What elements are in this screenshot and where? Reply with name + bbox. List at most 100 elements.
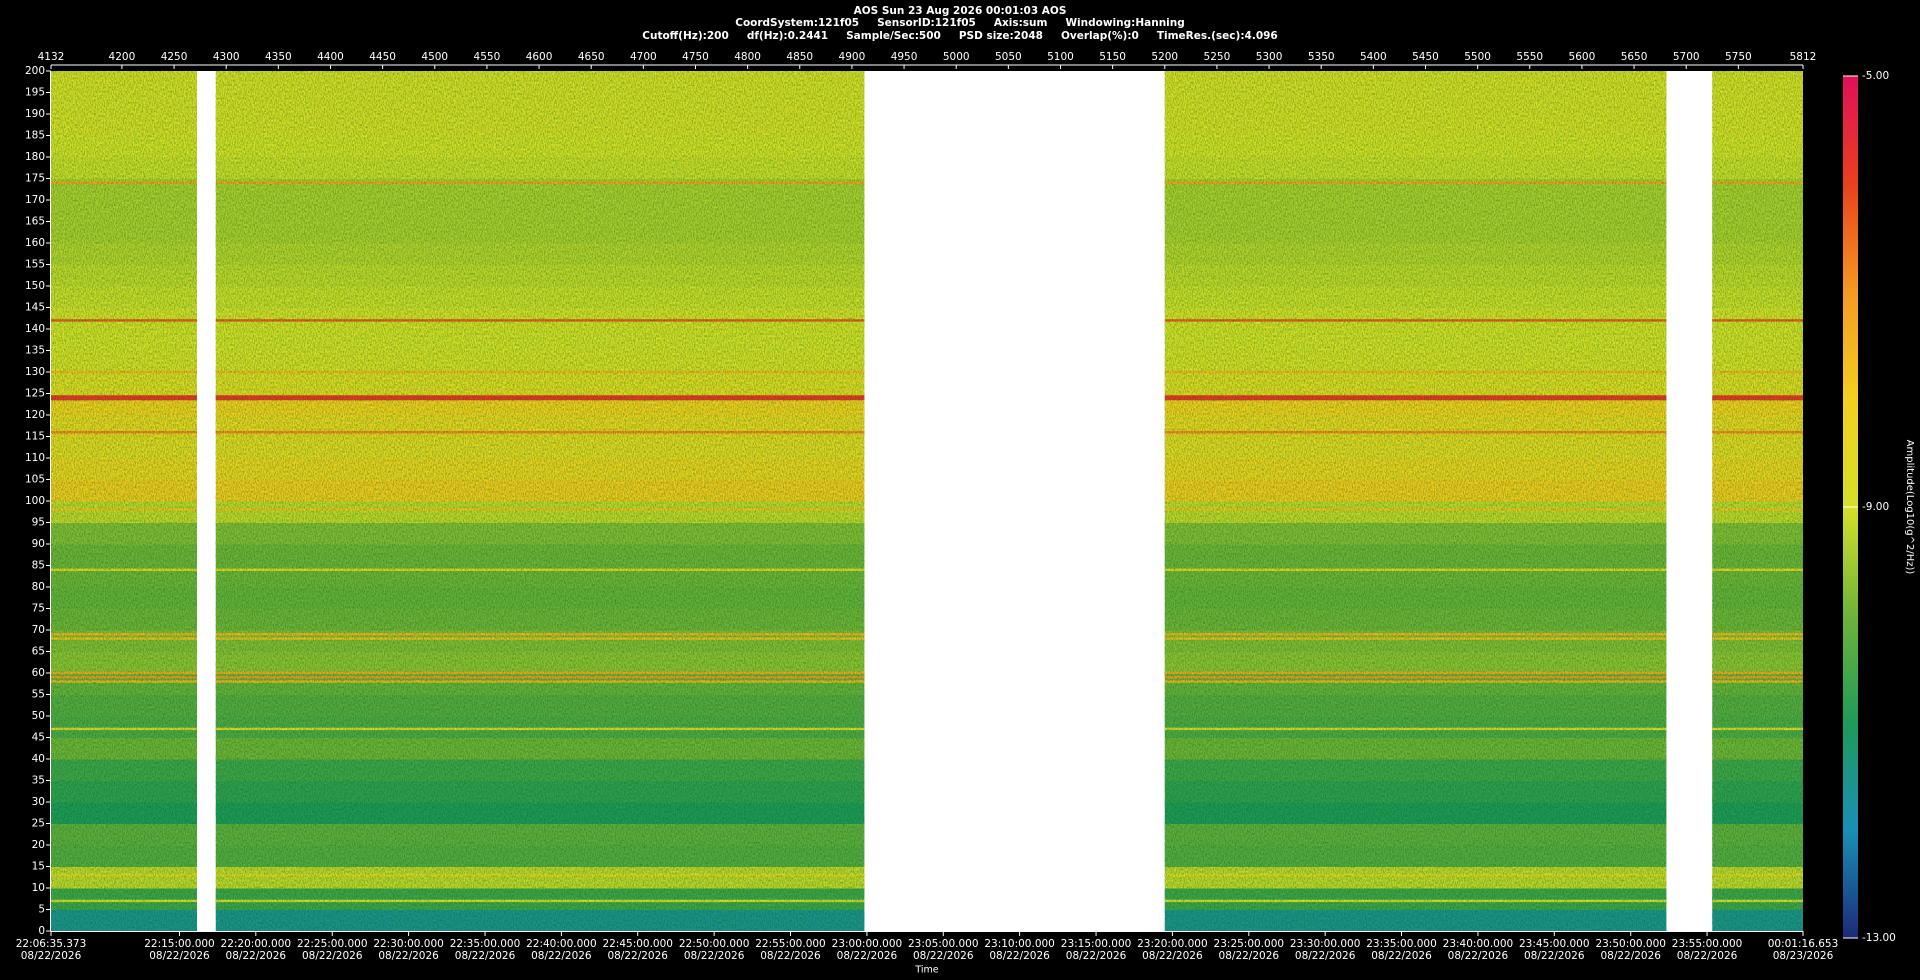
x-tick-date: 08/22/2026 — [913, 950, 974, 962]
x-tick-date: 08/22/2026 — [226, 950, 287, 962]
header-field: Sample/Sec:500 — [846, 30, 941, 42]
header-field: Axis:sum — [994, 17, 1048, 29]
top-tick-label: 5750 — [1725, 51, 1752, 63]
x-tick-date: 08/22/2026 — [1677, 950, 1738, 962]
x-tick-label: 23:15:00.000 — [1061, 938, 1132, 950]
header-line: CoordSystem:121f05 SensorID:121f05 Axis:su… — [735, 17, 1185, 29]
x-tick-date: 08/22/2026 — [302, 950, 363, 962]
top-tick-label: 5150 — [1099, 51, 1126, 63]
y-tick-label: 200 — [25, 65, 45, 77]
x-tick-label: 22:50:00.000 — [679, 938, 750, 950]
top-tick-label: 4500 — [421, 51, 448, 63]
x-tick-label: 23:00:00.000 — [832, 938, 903, 950]
top-tick-label: 4200 — [109, 51, 136, 63]
y-tick-label: 90 — [32, 538, 45, 550]
y-tick-label: 0 — [38, 925, 45, 937]
y-tick-label: 135 — [25, 345, 45, 357]
x-tick-label: 22:15:00.000 — [144, 938, 215, 950]
y-tick-label: 190 — [25, 108, 45, 120]
y-tick-label: 125 — [25, 388, 45, 400]
noise-texture — [1712, 71, 1803, 931]
y-tick-label: 70 — [32, 624, 45, 636]
x-tick-date: 08/22/2026 — [21, 950, 82, 962]
x-tick-label: 22:45:00.000 — [602, 938, 673, 950]
x-tick-date: 08/22/2026 — [1448, 950, 1509, 962]
top-tick-label: 5350 — [1308, 51, 1335, 63]
x-tick-label: 22:06:35.373 — [16, 938, 87, 950]
top-tick-label: 4400 — [317, 51, 344, 63]
y-tick-label: 180 — [25, 151, 45, 163]
y-tick-label: 75 — [32, 603, 45, 615]
y-tick-label: 55 — [32, 689, 45, 701]
y-tick-label: 155 — [25, 259, 45, 271]
top-tick-label: 4350 — [265, 51, 292, 63]
x-tick-label: 23:05:00.000 — [908, 938, 979, 950]
y-tick-label: 60 — [32, 667, 45, 679]
top-tick-label: 5700 — [1673, 51, 1700, 63]
top-tick-label: 4600 — [526, 51, 553, 63]
y-tick-label: 130 — [25, 366, 45, 378]
header-field: df(Hz):0.2441 — [747, 30, 828, 42]
top-tick-label: 5600 — [1569, 51, 1596, 63]
y-tick-label: 65 — [32, 646, 45, 658]
y-tick-label: 150 — [25, 280, 45, 292]
y-tick-label: 175 — [25, 173, 45, 185]
x-tick-label: 23:35:00.000 — [1366, 938, 1437, 950]
x-tick-label: 22:25:00.000 — [297, 938, 368, 950]
header-line: Cutoff(Hz):200 df(Hz):0.2441 Sample/Sec:50… — [642, 30, 1277, 42]
top-tick-label: 4450 — [369, 51, 396, 63]
y-tick-label: 185 — [25, 130, 45, 142]
x-tick-label: 22:20:00.000 — [221, 938, 292, 950]
header-title: AOS Sun 23 Aug 2026 00:01:03 AOS — [854, 5, 1067, 17]
x-tick-date: 08/22/2026 — [837, 950, 898, 962]
top-tick-label: 5050 — [995, 51, 1022, 63]
y-tick-label: 30 — [32, 796, 45, 808]
y-tick-label: 105 — [25, 474, 45, 486]
top-tick-label: 5300 — [1256, 51, 1283, 63]
y-tick-label: 170 — [25, 194, 45, 206]
top-tick-label: 5550 — [1516, 51, 1543, 63]
x-tick-label: 22:35:00.000 — [450, 938, 521, 950]
x-tick-date: 08/22/2026 — [1371, 950, 1432, 962]
header-field: CoordSystem:121f05 — [735, 17, 859, 29]
top-tick-label: 4950 — [891, 51, 918, 63]
y-tick-label: 100 — [25, 495, 45, 507]
y-tick-label: 20 — [32, 839, 45, 851]
x-tick-label: 23:25:00.000 — [1214, 938, 1285, 950]
colorbar-label: Amplitude(Log10(g^2/Hz)) — [1904, 440, 1915, 575]
y-tick-label: 15 — [32, 861, 45, 873]
noise-texture — [51, 71, 197, 931]
header-field: Windowing:Hanning — [1065, 17, 1184, 29]
top-tick-label: 5250 — [1204, 51, 1231, 63]
y-tick-label: 5 — [38, 904, 45, 916]
x-tick-label: 23:10:00.000 — [984, 938, 1055, 950]
x-tick-date: 08/22/2026 — [760, 950, 821, 962]
header-field: Overlap(%):0 — [1061, 30, 1139, 42]
x-tick-date: 08/22/2026 — [1066, 950, 1127, 962]
header-field: PSD size:2048 — [959, 30, 1043, 42]
top-tick-label: 4850 — [786, 51, 813, 63]
y-tick-label: 120 — [25, 409, 45, 421]
top-tick-label: 5500 — [1464, 51, 1491, 63]
x-tick-date: 08/23/2026 — [1773, 950, 1834, 962]
y-tick-label: 95 — [32, 517, 45, 529]
noise-texture — [1164, 71, 1667, 931]
top-tick-label: 5000 — [943, 51, 970, 63]
top-tick-label: 4250 — [161, 51, 188, 63]
data-segment — [215, 71, 865, 932]
y-tick-label: 110 — [25, 452, 45, 464]
top-tick-label: 4700 — [630, 51, 657, 63]
x-tick-date: 08/22/2026 — [1219, 950, 1280, 962]
top-tick-label: 5200 — [1151, 51, 1178, 63]
header-field: Cutoff(Hz):200 — [642, 30, 729, 42]
header-field: SensorID:121f05 — [877, 17, 976, 29]
y-tick-label: 195 — [25, 87, 45, 99]
data-segment — [1164, 71, 1667, 932]
x-tick-date: 08/22/2026 — [149, 950, 210, 962]
x-tick-label: 23:40:00.000 — [1443, 938, 1514, 950]
top-tick-label: 5812 — [1790, 51, 1817, 63]
x-tick-date: 08/22/2026 — [455, 950, 516, 962]
x-tick-date: 08/22/2026 — [378, 950, 439, 962]
y-tick-label: 115 — [25, 431, 45, 443]
